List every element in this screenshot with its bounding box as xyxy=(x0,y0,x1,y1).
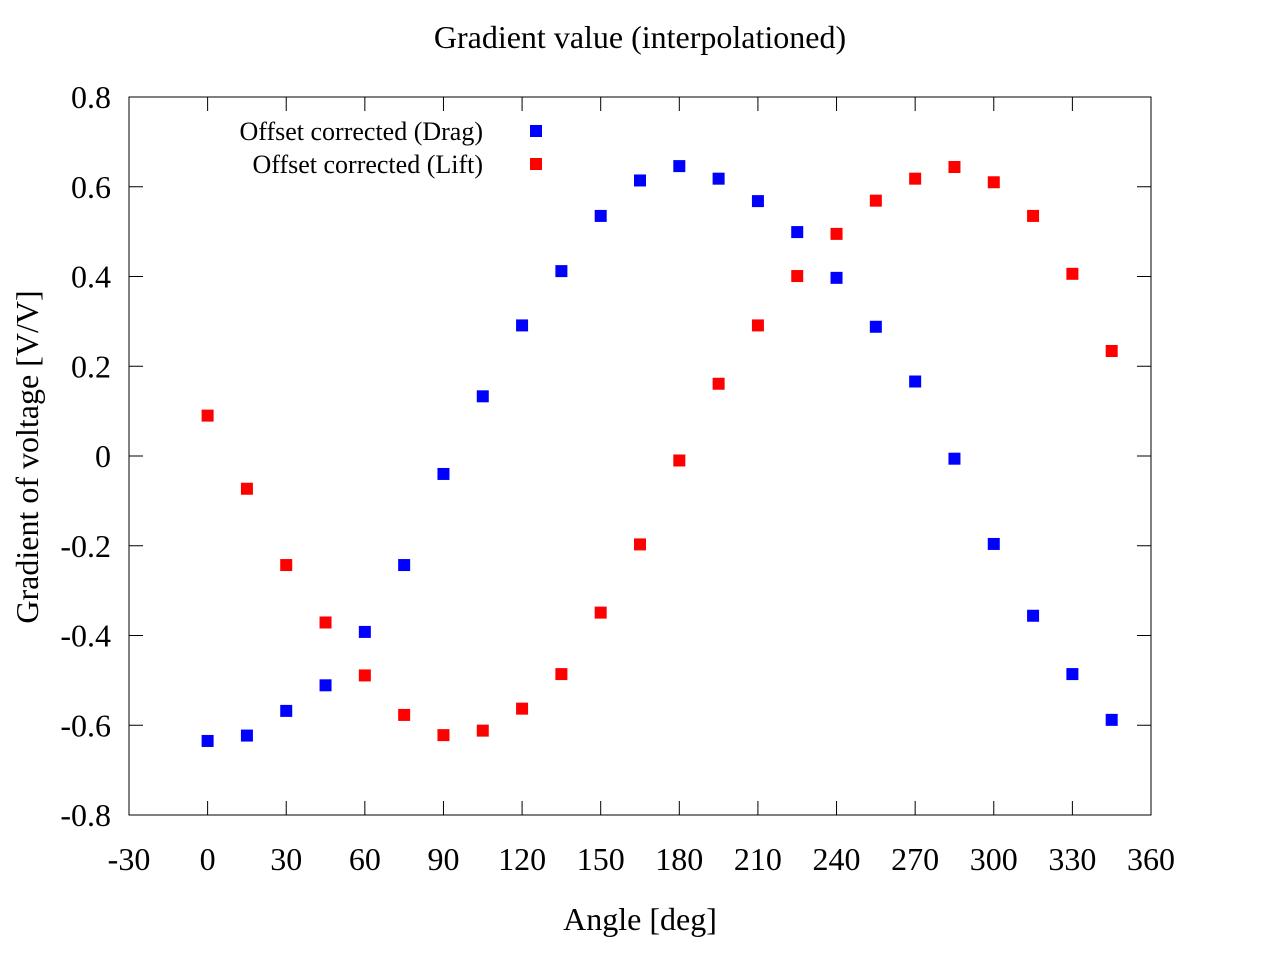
x-tick-label: 180 xyxy=(655,841,703,877)
data-point xyxy=(555,668,568,681)
y-tick-label: 0 xyxy=(95,438,111,474)
x-tick-label: 120 xyxy=(498,841,546,877)
data-point xyxy=(358,669,371,682)
data-point xyxy=(1066,668,1079,681)
data-point xyxy=(751,195,764,208)
y-tick-label: -0.6 xyxy=(60,707,111,743)
chart-title: Gradient value (interpolationed) xyxy=(434,19,846,55)
data-point xyxy=(712,377,725,390)
x-axis-label: Angle [deg] xyxy=(563,901,717,937)
y-tick-label: -0.4 xyxy=(60,618,111,654)
data-point xyxy=(948,452,961,465)
data-point xyxy=(1066,267,1079,280)
data-point xyxy=(476,724,489,737)
data-point xyxy=(830,227,843,240)
data-point xyxy=(319,679,332,692)
data-point xyxy=(987,176,1000,189)
x-tick-label: -30 xyxy=(108,841,151,877)
x-axis: -30 0 30 60 90 120 150 180 210 240 270 300 330 360 xyxy=(108,97,1175,877)
x-tick-label: 150 xyxy=(577,841,625,877)
y-tick-label: 0.2 xyxy=(71,348,111,384)
y-tick-label: 0.8 xyxy=(71,79,111,115)
y-axis: -0.8 -0.6 -0.4 -0.2 0 0.2 0.4 0.6 0.8 xyxy=(60,79,1151,833)
series-lift xyxy=(201,161,1118,742)
legend-marker xyxy=(530,158,542,170)
data-point xyxy=(987,537,1000,550)
data-point xyxy=(791,270,804,283)
data-point xyxy=(634,538,646,551)
data-point xyxy=(673,160,686,173)
x-tick-label: 270 xyxy=(891,841,939,877)
data-point xyxy=(437,729,450,742)
data-point xyxy=(358,625,371,638)
y-axis-label: Gradient of voltage [V/V] xyxy=(9,290,45,623)
data-point xyxy=(830,271,843,284)
data-point xyxy=(240,482,253,495)
x-tick-label: 210 xyxy=(734,841,782,877)
legend-label: Offset corrected (Drag) xyxy=(240,117,484,146)
legend: Offset corrected (Drag) Offset corrected … xyxy=(240,117,542,179)
data-point xyxy=(909,375,922,388)
data-points xyxy=(201,160,1118,747)
y-tick-label: 0.6 xyxy=(71,169,111,205)
data-point xyxy=(594,606,607,619)
legend-marker xyxy=(530,125,542,137)
data-point xyxy=(319,616,332,629)
data-point xyxy=(516,702,529,715)
data-point xyxy=(1027,609,1040,622)
data-point xyxy=(751,319,764,332)
x-tick-label: 240 xyxy=(813,841,861,877)
y-tick-label: -0.8 xyxy=(60,797,111,833)
data-point xyxy=(201,409,214,422)
x-tick-label: 360 xyxy=(1127,841,1175,877)
data-point xyxy=(555,265,568,278)
data-point xyxy=(1105,713,1118,726)
series-drag xyxy=(201,160,1118,747)
data-point xyxy=(673,454,686,467)
data-point xyxy=(869,194,882,207)
x-tick-label: 90 xyxy=(427,841,459,877)
data-point xyxy=(594,209,607,222)
data-point xyxy=(634,174,646,187)
data-point xyxy=(909,172,922,185)
data-point xyxy=(398,708,411,721)
y-tick-label: -0.2 xyxy=(60,528,111,564)
data-point xyxy=(791,226,804,239)
data-point xyxy=(398,559,411,572)
data-point xyxy=(476,390,489,403)
data-point xyxy=(948,161,961,174)
x-tick-label: 300 xyxy=(970,841,1018,877)
data-point xyxy=(280,559,293,572)
x-tick-label: 30 xyxy=(270,841,302,877)
data-point xyxy=(437,467,450,480)
data-point xyxy=(1105,344,1118,357)
x-tick-label: 330 xyxy=(1048,841,1096,877)
y-tick-label: 0.4 xyxy=(71,259,111,295)
data-point xyxy=(240,729,253,742)
data-point xyxy=(516,319,529,332)
data-point xyxy=(712,172,725,185)
data-point xyxy=(1027,209,1040,222)
x-tick-label: 60 xyxy=(349,841,381,877)
legend-label: Offset corrected (Lift) xyxy=(252,150,483,179)
data-point xyxy=(869,320,882,333)
data-point xyxy=(201,734,214,747)
x-tick-label: 0 xyxy=(200,841,216,877)
data-point xyxy=(280,704,293,717)
